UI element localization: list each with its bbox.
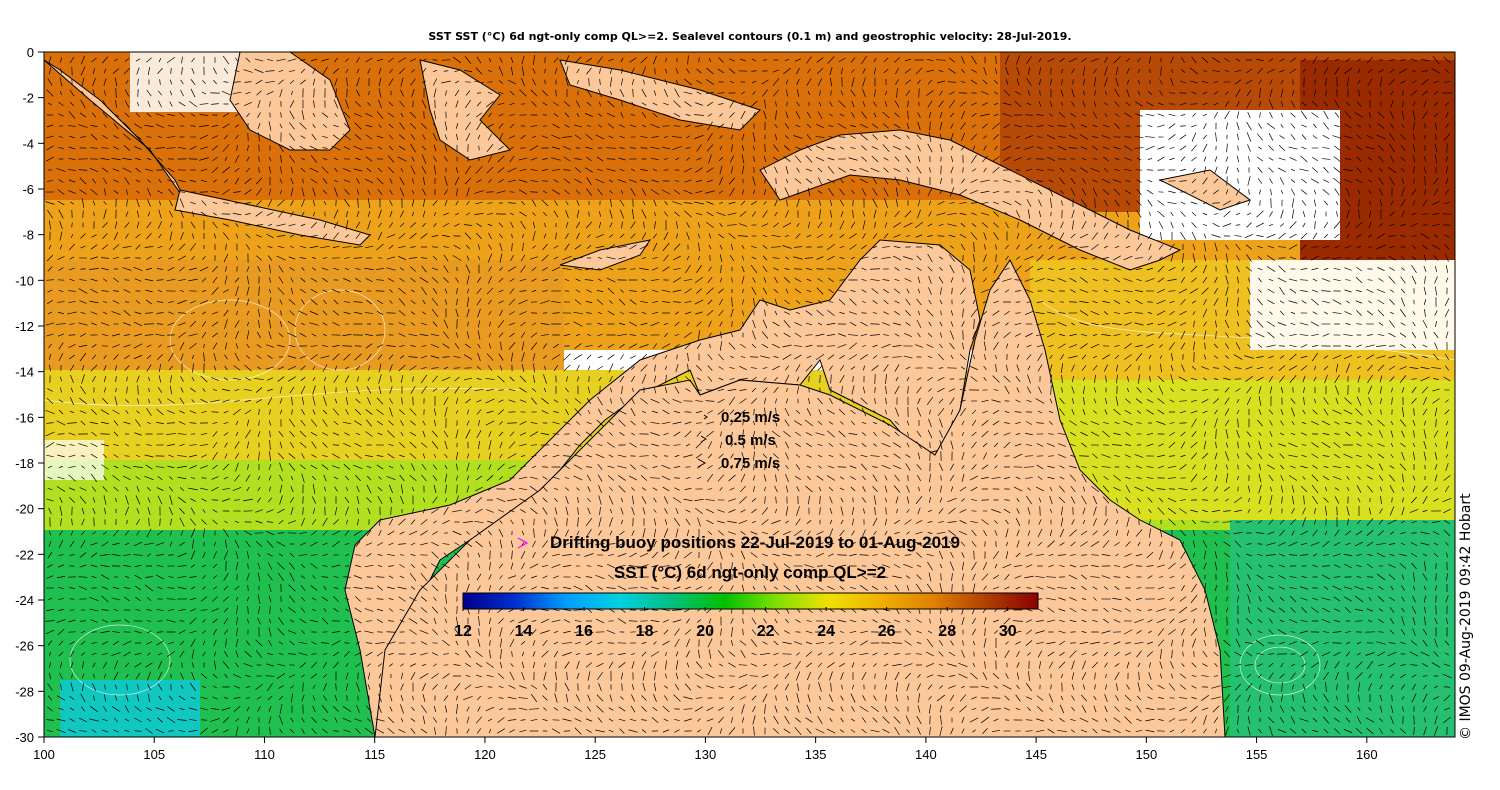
- velocity-key-label-3: 0.75 m/s: [721, 455, 780, 472]
- buoy-legend-label: Drifting buoy positions 22-Jul-2019 to 0…: [550, 533, 960, 552]
- geostrophic-velocity-arrows: [45, 55, 1452, 736]
- colorbar-tick-label: 28: [938, 623, 956, 640]
- velocity-key-arrow-2: [700, 435, 707, 443]
- y-tick-label: -18: [15, 456, 34, 471]
- x-tick-label: 145: [1025, 747, 1047, 762]
- colorbar-tick-label: 14: [515, 623, 533, 640]
- islands-east: [1158, 169, 1252, 211]
- sulawesi-land: [419, 59, 511, 161]
- x-tick-label: 105: [143, 747, 165, 762]
- colorbar-title: SST (°C) 6d ngt-only comp QL>=2: [614, 563, 886, 582]
- colorbar-tick-label: 22: [757, 623, 775, 640]
- sumatra-land: [44, 59, 186, 201]
- x-tick-label: 135: [805, 747, 827, 762]
- map-title: SST SST (°C) 6d ngt-only comp QL>=2. Sea…: [428, 30, 1072, 43]
- y-tick-label: -26: [15, 639, 34, 654]
- timor-land: [559, 239, 652, 271]
- x-tick-label: 120: [474, 747, 496, 762]
- cloud-gap: [44, 440, 104, 480]
- colorbar-ticks: 12 14 16 18 20 22 24 26 28 30: [454, 607, 1017, 640]
- borneo-land: [229, 52, 351, 151]
- y-tick-label: -14: [15, 365, 34, 380]
- buoy-marker-icon: [517, 537, 529, 549]
- y-tick-label: 0: [27, 45, 34, 60]
- buoy-legend: Drifting buoy positions 22-Jul-2019 to 0…: [517, 533, 960, 552]
- sealevel-contours: [44, 289, 1455, 696]
- sst-cool-patch: [1230, 520, 1455, 737]
- y-tick-label: -4: [22, 136, 34, 151]
- y-tick-label: -28: [15, 684, 34, 699]
- y-tick-label: -12: [15, 319, 34, 334]
- x-tick-label: 110: [254, 747, 275, 762]
- y-tick-label: -30: [15, 730, 34, 745]
- x-tick-label: 140: [915, 747, 937, 762]
- x-tick-label: 160: [1356, 747, 1378, 762]
- sst-band-coolest: [60, 680, 200, 737]
- cloud-gap: [1140, 110, 1340, 240]
- x-tick-label: 150: [1135, 747, 1157, 762]
- colorbar-tick-label: 12: [454, 623, 472, 640]
- cloud-gap: [1250, 260, 1455, 350]
- y-tick-label: -6: [22, 182, 34, 197]
- y-tick-label: -10: [15, 273, 34, 288]
- colorbar-gradient: [462, 592, 1039, 610]
- x-axis: 100 105 110 115 120 125 130 135 140 145 150 155 160: [33, 737, 1378, 762]
- y-tick-label: -2: [22, 91, 34, 106]
- plot-frame: [43, 51, 1456, 738]
- y-tick-label: -22: [15, 547, 34, 562]
- y-axis: 0 -2 -4 -6 -8 -10 -12 -14 -16 -18 -20 -22 -24 -26 -28 -…: [15, 45, 44, 745]
- y-tick-label: -24: [15, 593, 34, 608]
- velocity-key-label-2: 0.5 m/s: [725, 432, 776, 449]
- colorbar-tick-label: 16: [575, 623, 593, 640]
- y-tick-label: -20: [15, 502, 34, 517]
- java-land: [174, 189, 371, 246]
- credit-text: © IMOS 09-Aug-2019 09:42 Hobart: [1458, 493, 1474, 740]
- australia-land-main: [374, 259, 1226, 737]
- velocity-key-label-1: 0.25 m/s: [721, 409, 780, 426]
- x-tick-label: 100: [33, 747, 55, 762]
- colorbar-tick-label: 18: [636, 623, 654, 640]
- x-tick-label: 125: [584, 747, 606, 762]
- colorbar-tick-label: 24: [817, 623, 835, 640]
- colorbar-tick-label: 26: [878, 623, 896, 640]
- colorbar-tick-label: 20: [696, 623, 714, 640]
- colorbar-tick-label: 30: [999, 623, 1017, 640]
- velocity-key-arrow-3: [697, 458, 707, 468]
- y-tick-label: -8: [22, 228, 34, 243]
- y-tick-label: -16: [15, 410, 34, 425]
- velocity-key-arrow-1: [703, 414, 708, 420]
- colorbar: SST (°C) 6d ngt-only comp QL>=2 12 14 16 18…: [454, 563, 1039, 640]
- velocity-key: 0.25 m/s 0.5 m/s 0.75 m/s: [697, 409, 780, 472]
- land-masses: [44, 52, 1252, 737]
- x-tick-label: 155: [1246, 747, 1268, 762]
- new-guinea-land: [759, 129, 1182, 271]
- x-tick-label: 130: [695, 747, 717, 762]
- x-tick-label: 115: [364, 747, 385, 762]
